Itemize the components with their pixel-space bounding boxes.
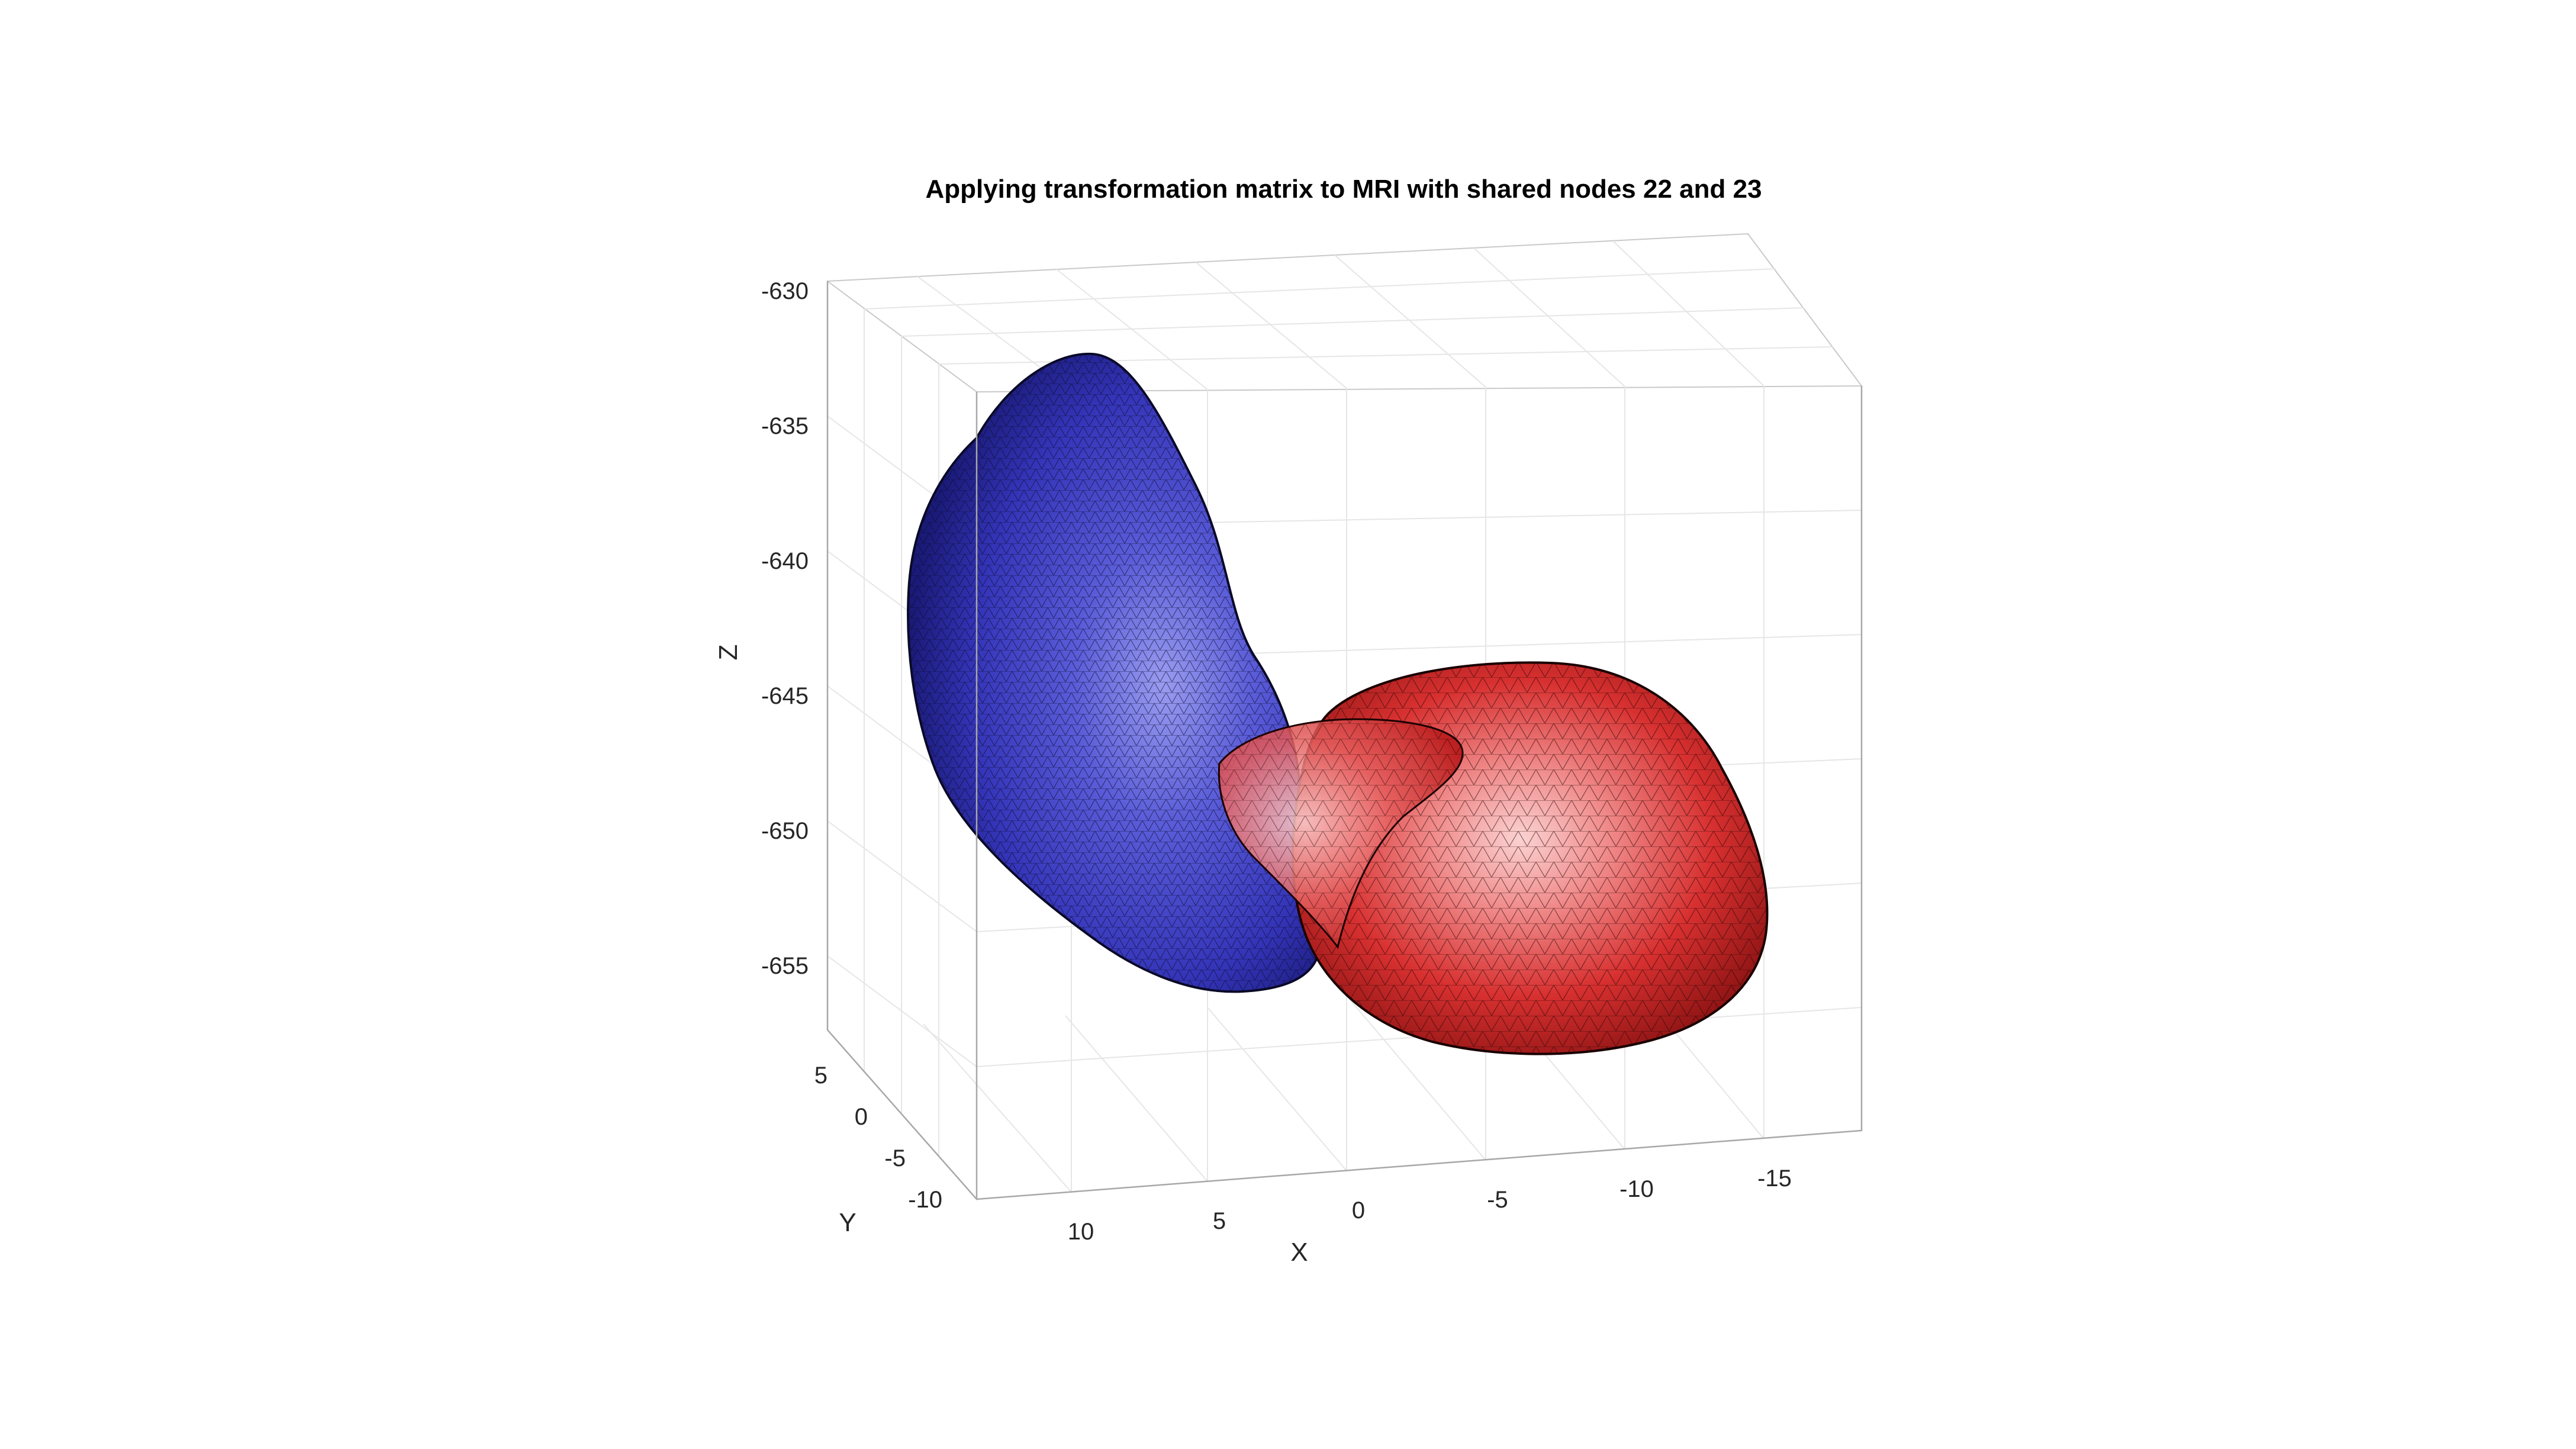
y-axis-label: Y <box>839 1208 856 1237</box>
y-axis-ticks: 5 0 -5 -10 <box>814 1062 942 1213</box>
front-edges <box>826 281 1863 1200</box>
x-tick-label: 5 <box>1213 1208 1226 1234</box>
z-tick-label: -635 <box>761 413 809 439</box>
z-tick-label: -630 <box>761 278 809 304</box>
x-tick-label: 10 <box>1068 1219 1094 1245</box>
x-tick-label: -5 <box>1487 1187 1508 1213</box>
x-axis-label: X <box>1290 1238 1308 1267</box>
y-tick-label: -5 <box>884 1145 906 1171</box>
z-tick-label: -650 <box>761 818 809 844</box>
z-tick-label: -655 <box>761 953 809 979</box>
x-tick-label: -10 <box>1619 1176 1654 1202</box>
y-tick-label: 0 <box>855 1104 868 1130</box>
back-wall <box>827 233 1863 392</box>
red-mesh-surface <box>1218 661 1769 1055</box>
blue-mesh-surface <box>907 352 1322 993</box>
x-tick-label: 0 <box>1352 1197 1365 1223</box>
z-axis-ticks: -630 -635 -640 -645 -650 -655 <box>761 278 809 979</box>
z-tick-label: -640 <box>761 548 809 574</box>
chart-title: Applying transformation matrix to MRI wi… <box>925 175 1762 204</box>
x-tick-label: -15 <box>1757 1165 1792 1192</box>
z-tick-label: -645 <box>761 683 809 709</box>
x-axis-ticks: 10 5 0 -5 -10 -15 <box>1068 1165 1792 1245</box>
z-axis-label: Z <box>714 645 743 661</box>
y-tick-label: -10 <box>908 1187 942 1213</box>
y-tick-label: 5 <box>814 1062 827 1089</box>
